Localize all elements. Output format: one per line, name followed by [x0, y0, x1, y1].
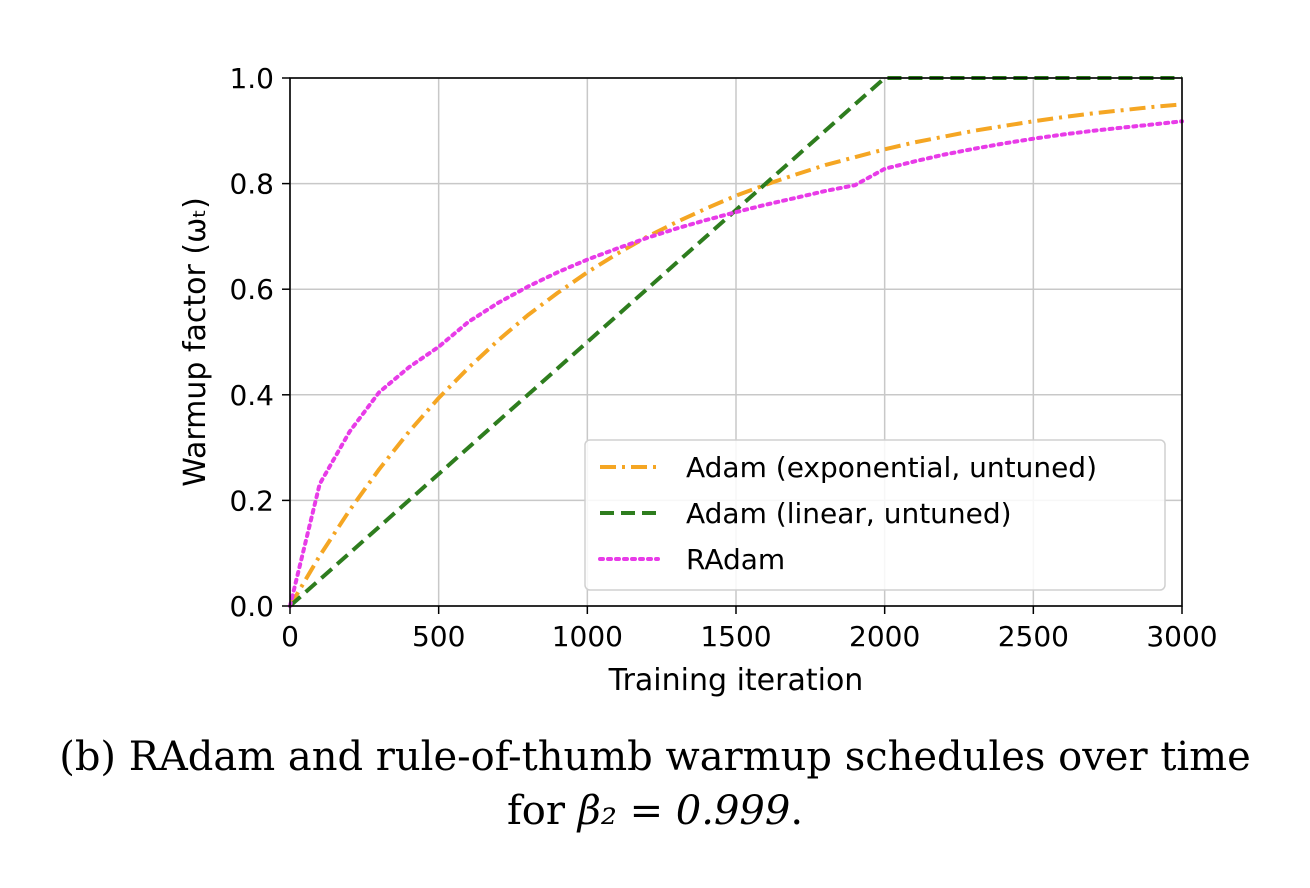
- axis-ticks: 0 500 1000 1500 2000 2500 3000 0.0 0.2 0.4 0.6 0.8 1…: [229, 62, 1217, 653]
- y-axis-label: Warmup factor (ωₜ): [178, 197, 213, 487]
- x-tick-label: 1000: [552, 620, 623, 653]
- caption-line-2: for β₂ = 0.999.: [0, 784, 1310, 838]
- caption-line-1: (b) RAdam and rule-of-thumb warmup sched…: [59, 734, 1251, 780]
- caption-line-2-suffix: .: [790, 788, 804, 834]
- x-tick-label: 500: [412, 620, 465, 653]
- legend-label: Adam (exponential, untuned): [686, 451, 1097, 484]
- figure-caption: (b) RAdam and rule-of-thumb warmup sched…: [0, 730, 1310, 838]
- x-tick-label: 0: [281, 620, 299, 653]
- caption-math: β₂ = 0.999: [577, 788, 791, 834]
- y-tick-label: 0.0: [229, 590, 274, 623]
- series-line-2: [288, 76, 1182, 608]
- y-tick-label: 0.2: [229, 484, 274, 517]
- x-axis-label: Training iteration: [608, 663, 864, 698]
- legend-box: [584, 439, 1166, 591]
- x-tick-label: 3000: [1146, 620, 1217, 653]
- x-tick-label: 2500: [998, 620, 1069, 653]
- legend-label: RAdam: [686, 543, 785, 576]
- warmup-chart: 0 500 1000 1500 2000 2500 3000 0.0 0.2 0.4 0.6 0.8 1…: [178, 62, 1218, 698]
- caption-line-2-prefix: for: [506, 788, 578, 834]
- legend-label: Adam (linear, untuned): [686, 497, 1012, 530]
- legend: Adam (exponential, untuned) Adam (linear,…: [584, 439, 1166, 591]
- y-tick-label: 0.6: [229, 273, 274, 306]
- y-tick-label: 0.8: [229, 168, 274, 201]
- y-tick-label: 1.0: [229, 62, 274, 95]
- series-line-1: [288, 102, 1183, 608]
- y-tick-label: 0.4: [229, 379, 274, 412]
- series-line-3: [288, 119, 1184, 608]
- series-lines: [288, 76, 1184, 608]
- x-tick-label: 1500: [700, 620, 771, 653]
- x-tick-label: 2000: [849, 620, 920, 653]
